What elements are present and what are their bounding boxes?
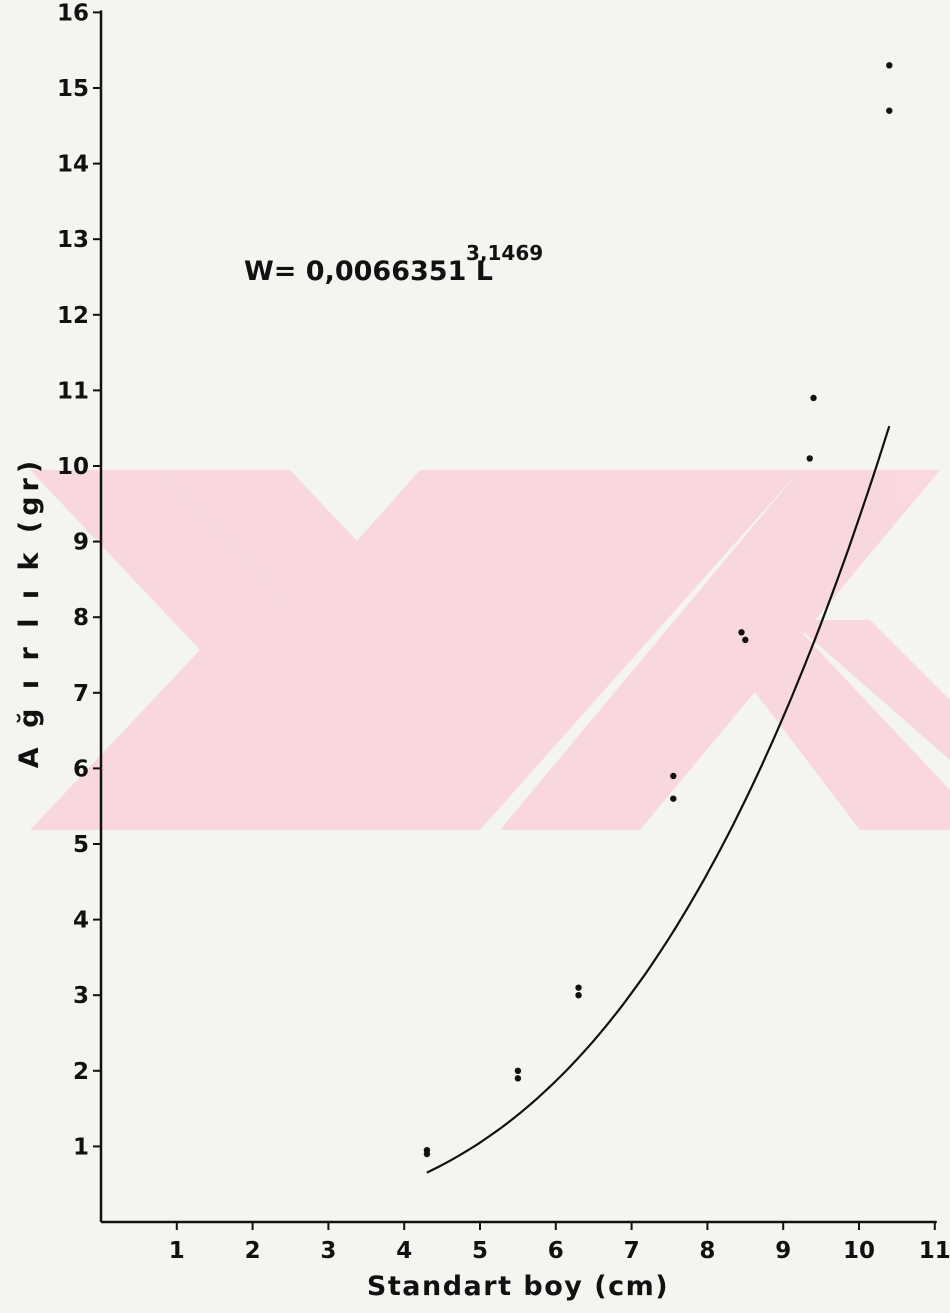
y-tick-label: 4 (73, 908, 89, 934)
x-tick-label: 7 (624, 1238, 640, 1264)
equation-annotation: W= 0,0066351 L (244, 256, 493, 287)
y-tick-label: 1 (73, 1134, 89, 1160)
watermark-logo (30, 470, 950, 830)
x-tick-label: 10 (843, 1238, 875, 1264)
y-tick-label: 11 (57, 378, 89, 404)
x-tick-label: 2 (245, 1238, 261, 1264)
data-point (810, 394, 817, 402)
x-tick-label: 4 (396, 1238, 412, 1264)
y-tick-label: 7 (73, 681, 89, 707)
data-point (575, 984, 582, 991)
x-tick-label: 11 (919, 1238, 950, 1264)
y-tick-label: 9 (73, 530, 89, 556)
y-tick-label: 8 (73, 605, 89, 631)
x-axis-ticks: 1 2 3 4 5 6 7 8 9 10 11 (169, 1222, 950, 1264)
data-point (423, 1150, 431, 1158)
data-point (575, 992, 582, 999)
x-axis-title: Standart boy (cm) (367, 1271, 669, 1302)
y-tick-label: 14 (57, 152, 89, 178)
x-tick-label: 1 (169, 1238, 185, 1264)
y-tick-label: 5 (73, 832, 89, 858)
y-tick-label: 6 (73, 756, 89, 782)
data-point (670, 772, 677, 780)
equation-exponent: 3,1469 (466, 241, 543, 265)
x-tick-label: 3 (320, 1238, 336, 1264)
data-point (886, 62, 893, 69)
x-tick-label: 8 (699, 1238, 715, 1264)
x-tick-label: 6 (548, 1238, 564, 1264)
data-points (423, 62, 893, 1158)
fit-curve-line (426, 425, 891, 1174)
data-point (806, 455, 813, 462)
y-tick-label: 13 (57, 227, 89, 253)
y-axis-title: A ğ ı r l ı k (gr) (14, 456, 45, 768)
data-point (514, 1075, 522, 1082)
y-tick-label: 15 (57, 76, 89, 102)
equation-base: W= 0,0066351 L (244, 256, 493, 287)
data-point (514, 1067, 522, 1075)
x-tick-label: 9 (775, 1238, 791, 1264)
y-tick-label: 10 (57, 454, 89, 480)
y-tick-label: 12 (57, 303, 89, 329)
y-tick-label: 3 (73, 983, 89, 1009)
data-point (738, 629, 745, 636)
x-tick-label: 5 (472, 1238, 488, 1264)
data-point (670, 795, 677, 802)
data-point (742, 636, 749, 644)
data-point (886, 107, 893, 114)
y-tick-label: 2 (73, 1059, 89, 1085)
y-tick-label: 16 (57, 0, 89, 26)
